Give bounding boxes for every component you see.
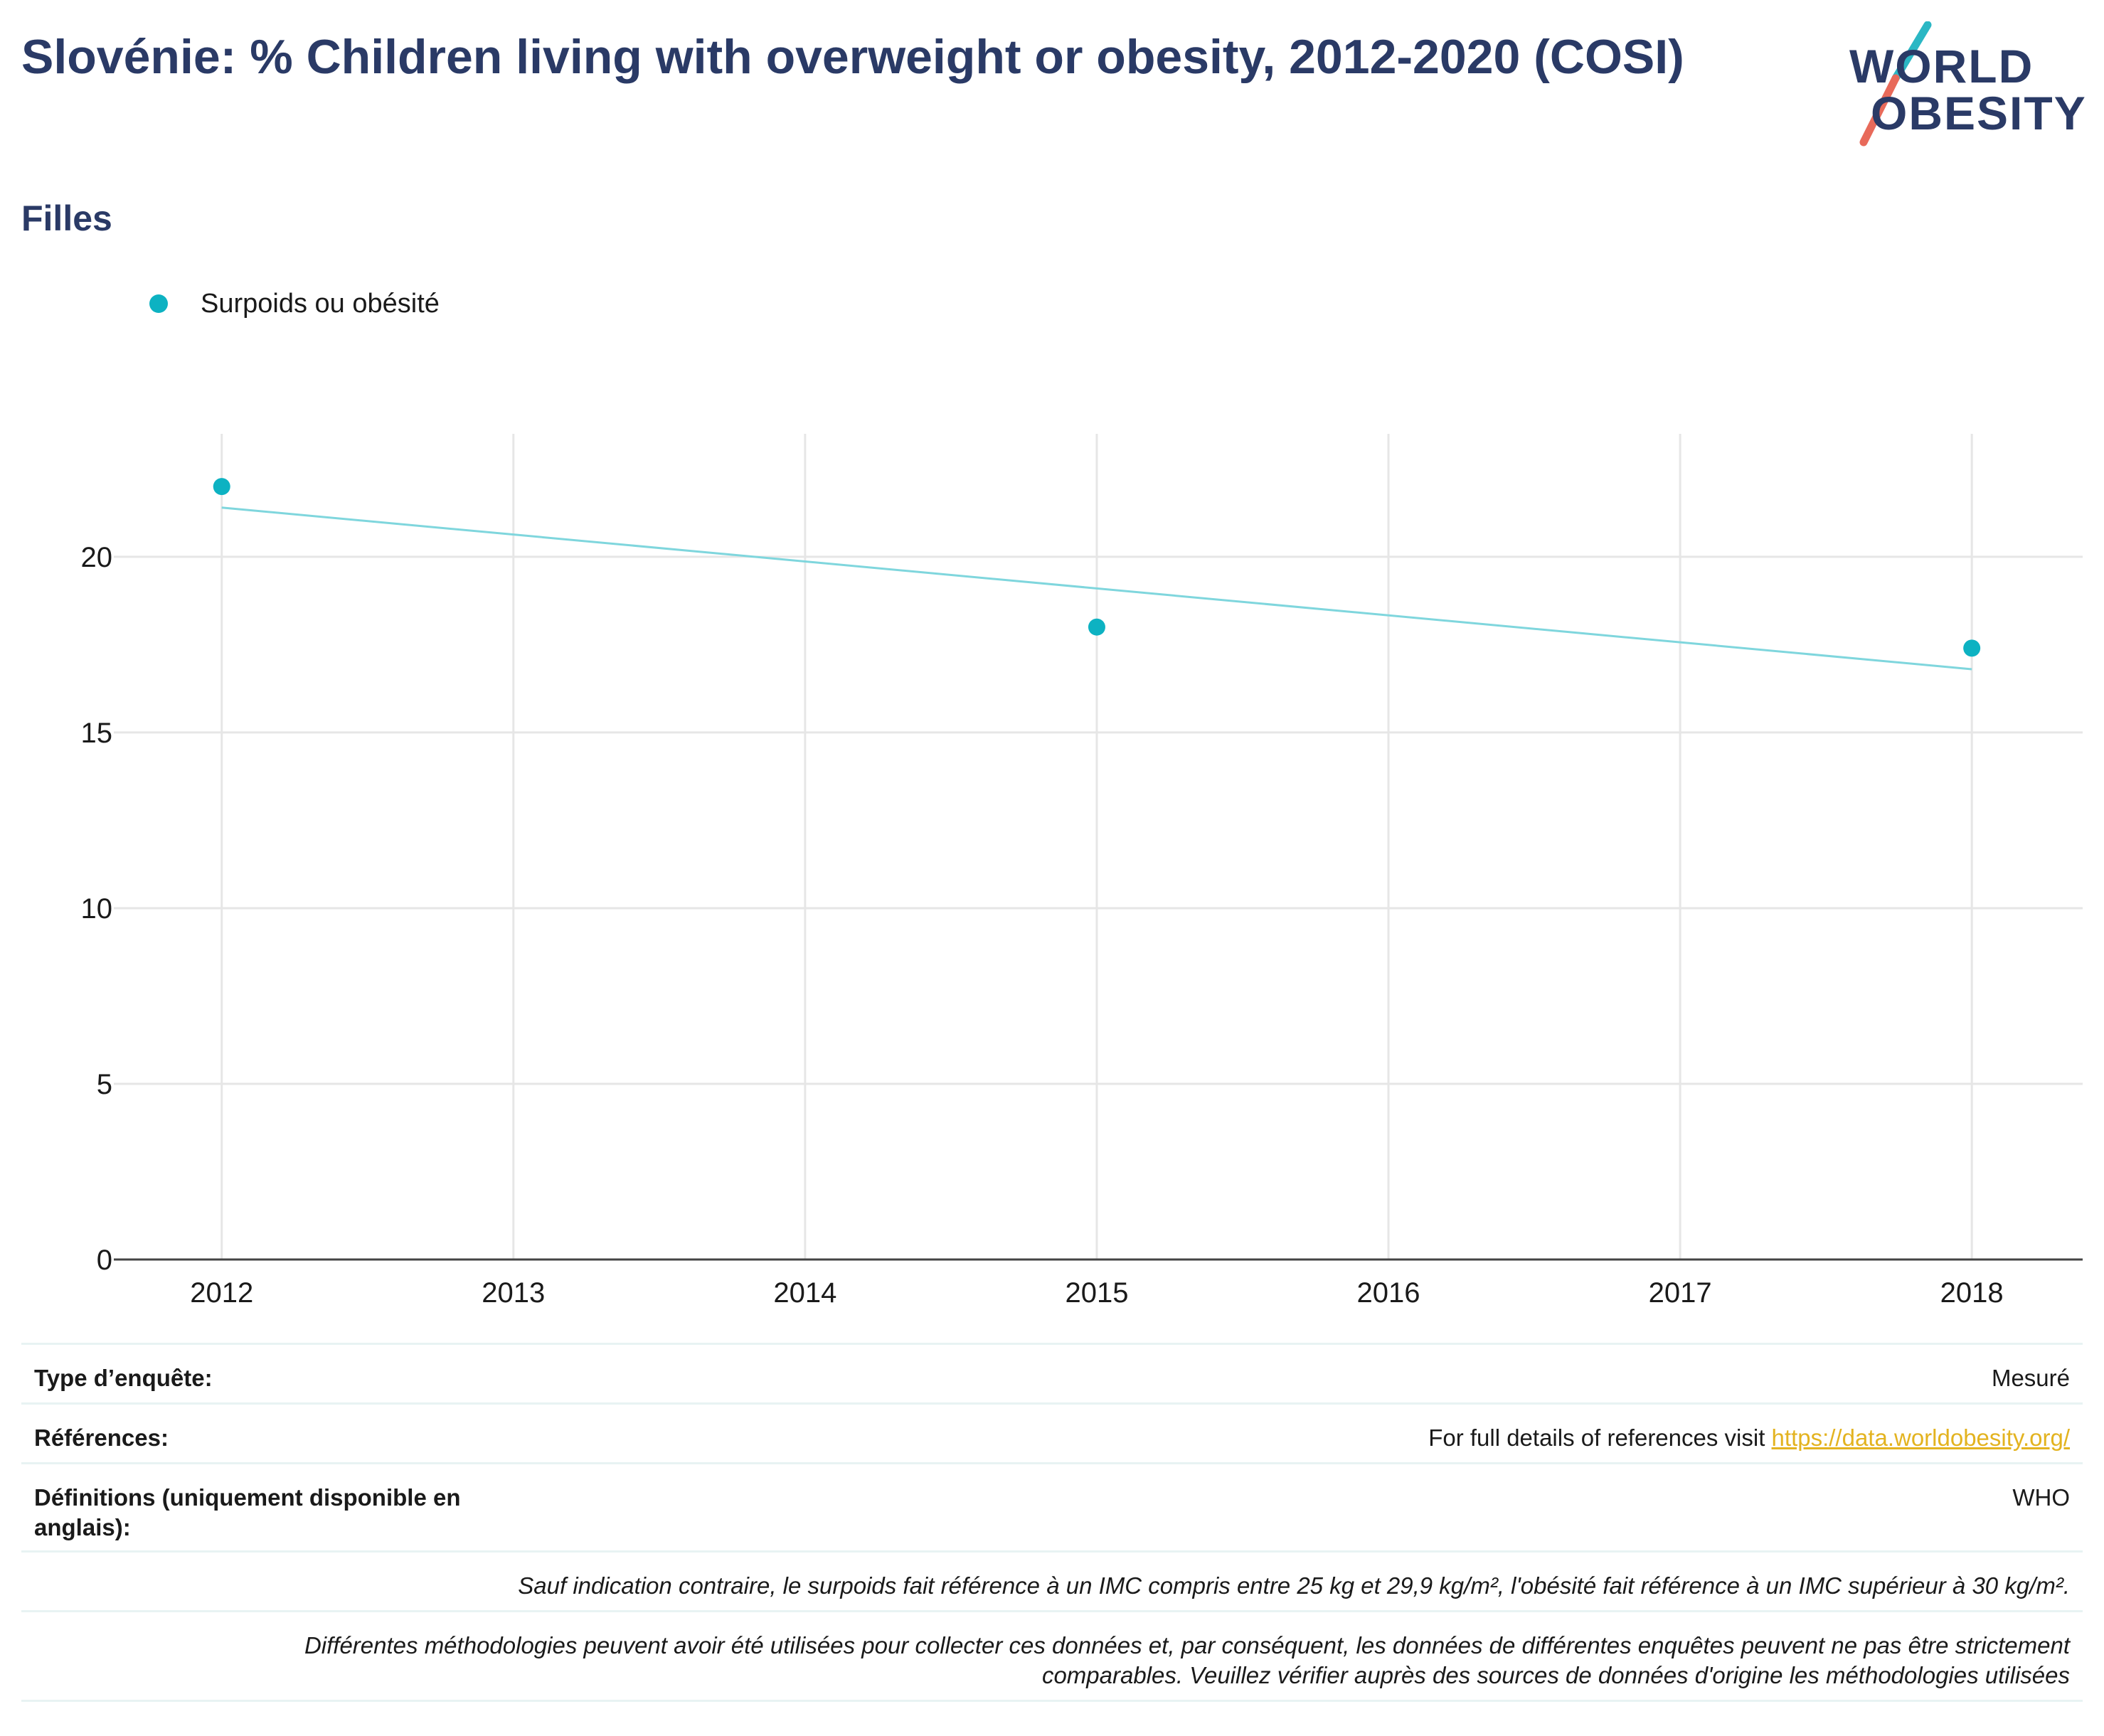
- references-label: Références:: [34, 1425, 169, 1451]
- y-tick-label: 0: [97, 1245, 112, 1276]
- data-point: [213, 478, 230, 496]
- logo-slash-icon: [1859, 21, 1932, 147]
- x-tick-label: 2015: [1065, 1277, 1128, 1309]
- legend[interactable]: Surpoids ou obésité: [149, 286, 440, 321]
- legend-label: Surpoids ou obésité: [201, 288, 440, 319]
- data-point: [1088, 618, 1105, 636]
- chart-marks: [213, 478, 1981, 671]
- logo-word-obesity: OBESITY: [1871, 87, 2087, 139]
- bmi-note-row: Sauf indication contraire, le surpoids f…: [21, 1550, 2083, 1610]
- references-value: For full details of references visit htt…: [1428, 1423, 2070, 1453]
- chart-footer: Type d’enquête: Mesuré Références: For f…: [21, 1343, 2083, 1702]
- logo-word-world: WORLD: [1849, 40, 2034, 92]
- footer-bottom-divider: [21, 1700, 2083, 1702]
- survey-type-value: Mesuré: [1991, 1365, 2070, 1391]
- bmi-note: Sauf indication contraire, le surpoids f…: [518, 1572, 2070, 1599]
- references-link[interactable]: https://data.worldobesity.org/: [1771, 1425, 2070, 1451]
- references-text: For full details of references visit: [1428, 1425, 1772, 1451]
- survey-type-row: Type d’enquête: Mesuré: [21, 1343, 2083, 1402]
- survey-type-label: Type d’enquête:: [34, 1365, 213, 1391]
- definitions-label: Définitions (uniquement disponible en an…: [34, 1484, 461, 1540]
- references-row: Références: For full details of referenc…: [21, 1402, 2083, 1462]
- x-tick-label: 2013: [482, 1277, 545, 1309]
- world-obesity-logo: WORLD OBESITY: [1849, 21, 2087, 149]
- x-tick-label: 2014: [773, 1277, 836, 1309]
- scatter-chart: 2012 2013 2014 2015 2016 2017 2018 0 5 10 15 20: [81, 434, 2083, 1309]
- chart-title: Slovénie: % Children living with overwei…: [21, 30, 1684, 84]
- y-tick-label: 20: [81, 542, 113, 573]
- y-tick-label: 10: [81, 893, 113, 925]
- y-tick-label: 15: [81, 718, 113, 749]
- x-tick-label: 2016: [1357, 1277, 1420, 1309]
- x-tick-label: 2012: [190, 1277, 253, 1309]
- grid-lines: [114, 434, 2083, 1260]
- definitions-row: Définitions (uniquement disponible en an…: [21, 1462, 2083, 1550]
- chart-subtitle: Filles: [21, 198, 112, 238]
- legend-marker: [149, 294, 168, 313]
- x-tick-label: 2017: [1649, 1277, 1712, 1309]
- x-tick-label: 2018: [1940, 1277, 2004, 1309]
- methodology-note: Différentes méthodologies peuvent avoir …: [304, 1632, 2070, 1688]
- data-point: [1963, 639, 1981, 657]
- axes: 2012 2013 2014 2015 2016 2017 2018 0 5 10 15 20: [81, 542, 2083, 1309]
- methodology-note-row: Différentes méthodologies peuvent avoir …: [21, 1610, 2083, 1700]
- trend-line: [221, 506, 1972, 671]
- definitions-value: WHO: [2012, 1484, 2070, 1511]
- y-tick-label: 5: [97, 1069, 112, 1100]
